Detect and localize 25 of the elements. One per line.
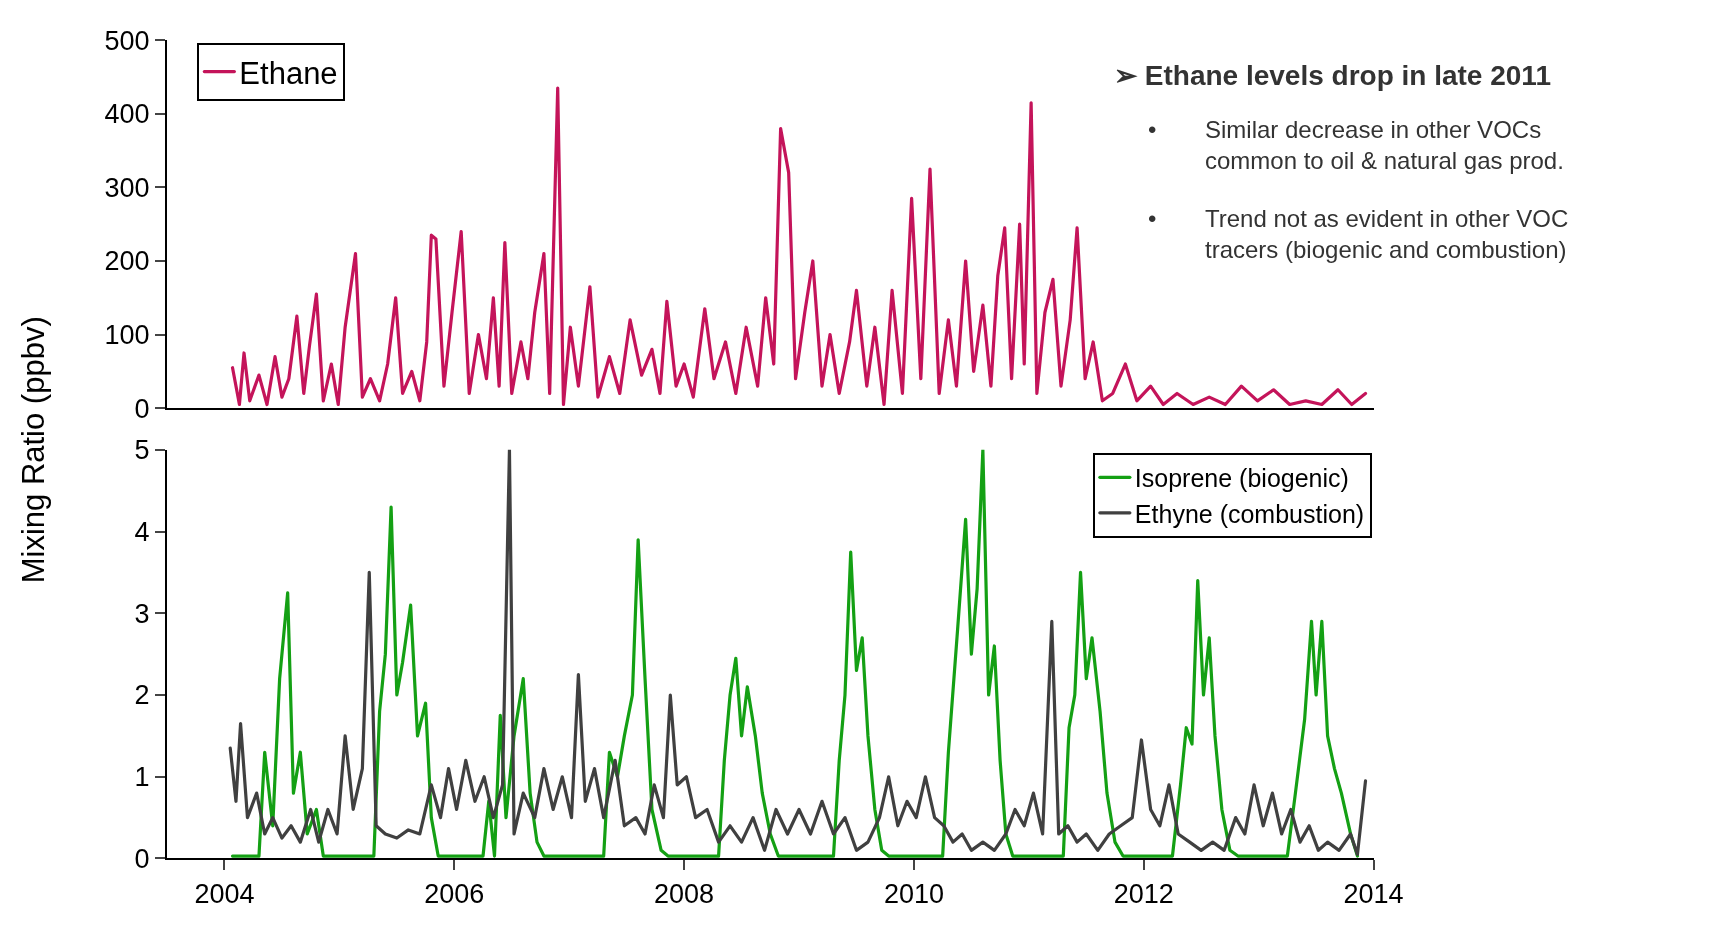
y-tick-label: 500 bbox=[104, 25, 150, 56]
y-tick-label: 400 bbox=[104, 99, 150, 130]
y-tick-label: 2 bbox=[134, 680, 150, 711]
y-axis-title: Mixing Ratio (ppbv) bbox=[15, 316, 51, 584]
y-tick-label: 300 bbox=[104, 172, 150, 203]
legend-label: Ethyne (combustion) bbox=[1134, 499, 1365, 528]
x-tick-label: 2006 bbox=[424, 878, 485, 909]
y-tick-label: 1 bbox=[134, 762, 150, 793]
x-tick-label: 2010 bbox=[883, 878, 944, 909]
y-tick-label: 0 bbox=[134, 843, 150, 874]
y-tick-label: 5 bbox=[134, 435, 150, 466]
y-tick-label: 200 bbox=[104, 246, 150, 277]
x-tick-label: 2014 bbox=[1343, 878, 1404, 909]
y-tick-label: 4 bbox=[134, 517, 150, 547]
x-tick-label: 2004 bbox=[194, 878, 255, 909]
y-tick-label: 3 bbox=[134, 598, 150, 629]
x-tick-label: 2012 bbox=[1113, 878, 1174, 909]
annotation: ➢ Ethane levels drop in late 2011 bbox=[1114, 60, 1551, 91]
y-tick-label: 0 bbox=[134, 393, 150, 424]
legend-label: Isoprene (biogenic) bbox=[1134, 464, 1349, 493]
x-tick-label: 2008 bbox=[654, 878, 715, 909]
text: • Similar decrease in other VOCs common to oil & natural gas prod. bbox=[1148, 116, 1564, 175]
legend-label: Ethane bbox=[239, 55, 338, 91]
text: • Trend not as evident in other VOC tracers (biogenic and combustion) bbox=[1148, 205, 1569, 264]
y-tick-label: 100 bbox=[104, 320, 150, 351]
